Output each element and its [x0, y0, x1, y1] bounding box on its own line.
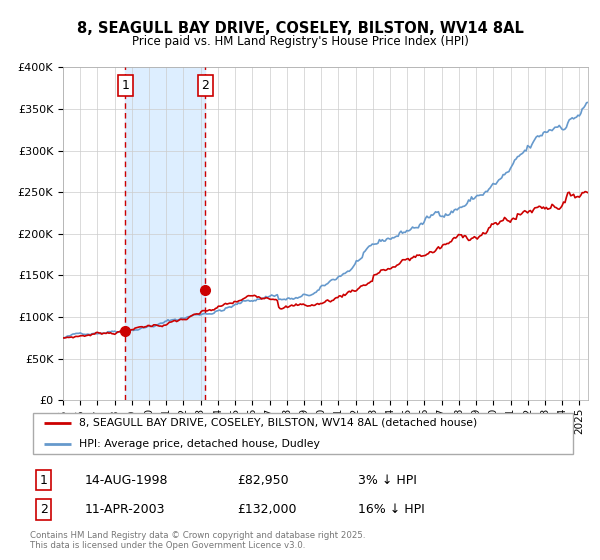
- Text: 1: 1: [121, 79, 129, 92]
- Text: £132,000: £132,000: [238, 503, 297, 516]
- Text: HPI: Average price, detached house, Dudley: HPI: Average price, detached house, Dudl…: [79, 439, 320, 449]
- Text: 2: 2: [202, 79, 209, 92]
- FancyBboxPatch shape: [33, 413, 573, 454]
- Text: Price paid vs. HM Land Registry's House Price Index (HPI): Price paid vs. HM Land Registry's House …: [131, 35, 469, 48]
- Text: 3% ↓ HPI: 3% ↓ HPI: [358, 474, 416, 487]
- Text: 16% ↓ HPI: 16% ↓ HPI: [358, 503, 424, 516]
- Text: 14-AUG-1998: 14-AUG-1998: [85, 474, 168, 487]
- Text: 11-APR-2003: 11-APR-2003: [85, 503, 165, 516]
- Bar: [125, 67, 205, 400]
- Text: 8, SEAGULL BAY DRIVE, COSELEY, BILSTON, WV14 8AL: 8, SEAGULL BAY DRIVE, COSELEY, BILSTON, …: [77, 21, 523, 36]
- Text: 8, SEAGULL BAY DRIVE, COSELEY, BILSTON, WV14 8AL (detached house): 8, SEAGULL BAY DRIVE, COSELEY, BILSTON, …: [79, 418, 478, 428]
- Text: £82,950: £82,950: [238, 474, 289, 487]
- Text: Contains HM Land Registry data © Crown copyright and database right 2025.
This d: Contains HM Land Registry data © Crown c…: [30, 531, 365, 550]
- Text: 1: 1: [40, 474, 47, 487]
- Text: 2: 2: [40, 503, 47, 516]
